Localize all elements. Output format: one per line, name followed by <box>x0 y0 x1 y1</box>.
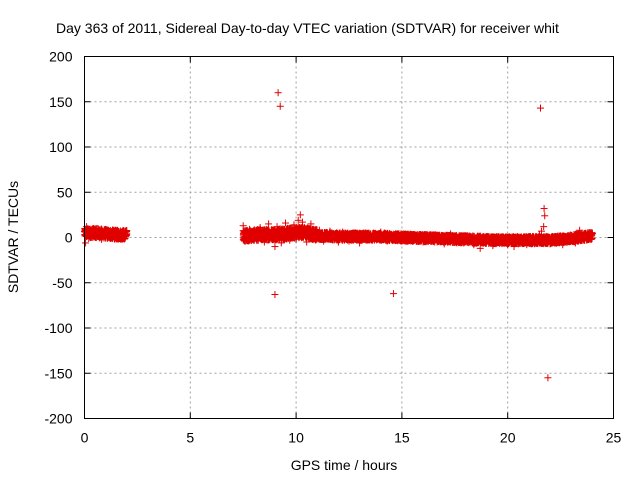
axis-ticks: 0 5 10 15 20 25 -200 -150 -100 -50 0 50 100 150 200 <box>44 49 621 446</box>
x-tick-label: 25 <box>606 430 622 446</box>
y-tick-label: -50 <box>52 275 72 291</box>
data-point <box>540 205 548 213</box>
y-tick-label: -150 <box>44 365 72 381</box>
y-tick-label: -200 <box>44 411 72 427</box>
data-point <box>536 104 544 112</box>
data-point <box>544 374 552 382</box>
data-point <box>271 291 279 299</box>
x-tick-label: 20 <box>500 430 516 446</box>
data-point <box>271 243 279 251</box>
x-tick-label: 15 <box>394 430 410 446</box>
y-tick-label: 200 <box>49 49 73 65</box>
x-axis-label: GPS time / hours <box>291 457 398 473</box>
y-tick-label: 0 <box>65 230 73 246</box>
y-tick-label: 50 <box>57 184 73 200</box>
data-point <box>265 220 273 228</box>
data-point <box>541 212 549 220</box>
data-point <box>82 239 90 247</box>
chart-title: Day 363 of 2011, Sidereal Day-to-day VTE… <box>56 20 559 36</box>
y-tick-label: -100 <box>44 320 72 336</box>
x-tick-label: 0 <box>81 430 89 446</box>
y-axis-label: SDTVAR / TECUs <box>5 181 21 293</box>
data-points <box>81 89 596 382</box>
y-tick-label: 150 <box>49 94 73 110</box>
data-point <box>276 102 284 110</box>
x-tick-label: 10 <box>288 430 304 446</box>
data-point <box>389 290 397 298</box>
x-tick-label: 5 <box>186 430 194 446</box>
y-tick-label: 100 <box>49 139 73 155</box>
data-point <box>274 89 282 97</box>
